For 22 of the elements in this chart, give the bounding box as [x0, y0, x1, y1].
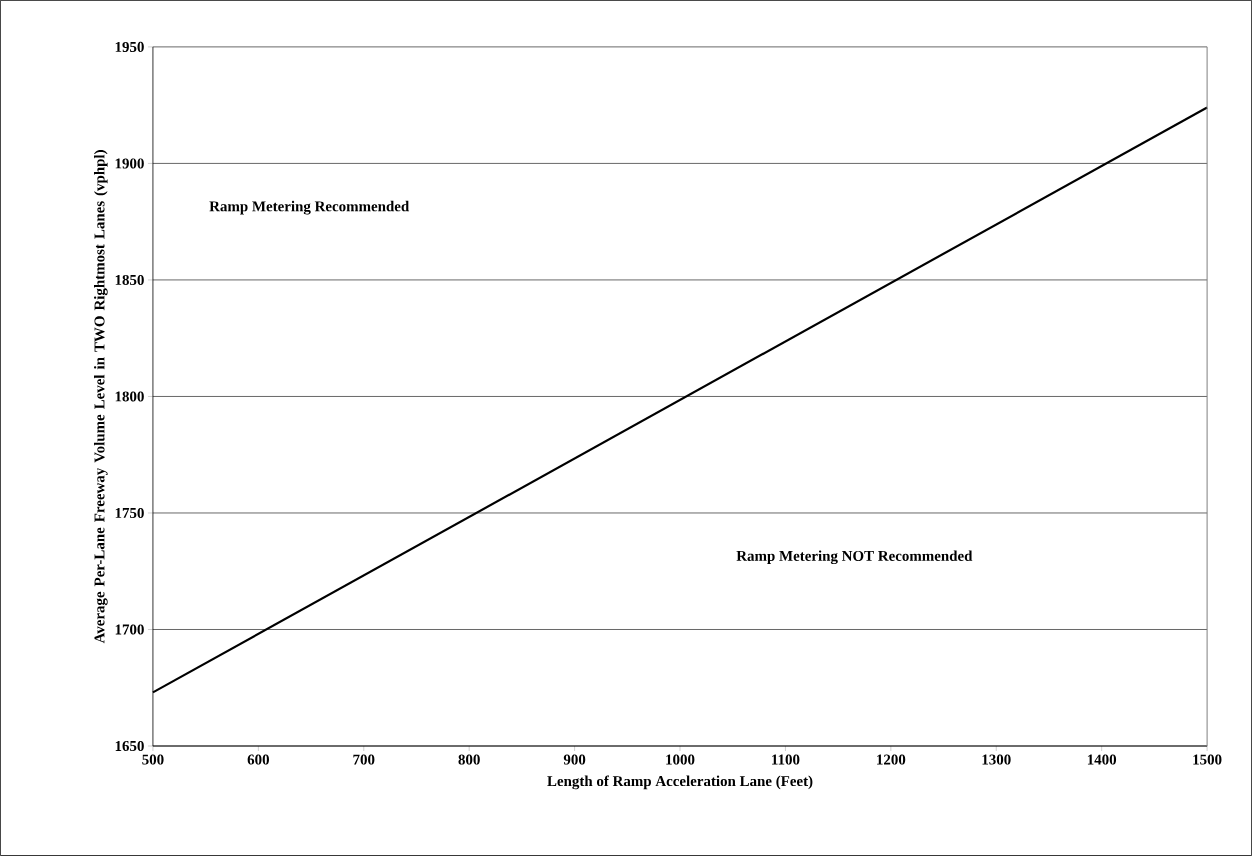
- x-tick-label: 1300: [982, 754, 1011, 765]
- y-tick-label: 1850: [115, 274, 144, 285]
- x-axis-title: Length of Ramp Acceleration Lane (Feet): [547, 775, 813, 790]
- annotation: Ramp Metering Recommended: [209, 200, 410, 215]
- x-tick-label: 1000: [666, 754, 695, 765]
- x-tick-label: 800: [458, 754, 480, 765]
- x-tick-label: 1100: [772, 754, 800, 765]
- annotation: Ramp Metering NOT Recommended: [736, 550, 973, 565]
- x-tick-label: 900: [563, 754, 586, 765]
- y-tick-label: 1800: [115, 391, 144, 402]
- y-tick-label: 1900: [115, 158, 144, 169]
- x-tick-label: 1400: [1087, 754, 1117, 765]
- x-tick-label: 500: [142, 754, 164, 765]
- y-tick-label: 1650: [115, 741, 144, 752]
- x-tick-label: 700: [353, 754, 375, 765]
- x-tick-label: 600: [247, 754, 269, 765]
- y-tick-label: 1750: [115, 507, 144, 519]
- x-tick-label: 1200: [877, 754, 906, 765]
- x-tick-label: 1500: [1193, 754, 1222, 765]
- y-tick-label: 1700: [115, 624, 144, 635]
- y-tick-label: 1950: [115, 41, 144, 52]
- y-axis-title: Average Per-Lane Freeway Volume Level in TWO Rightmost Lanes (vphpl): [94, 150, 108, 644]
